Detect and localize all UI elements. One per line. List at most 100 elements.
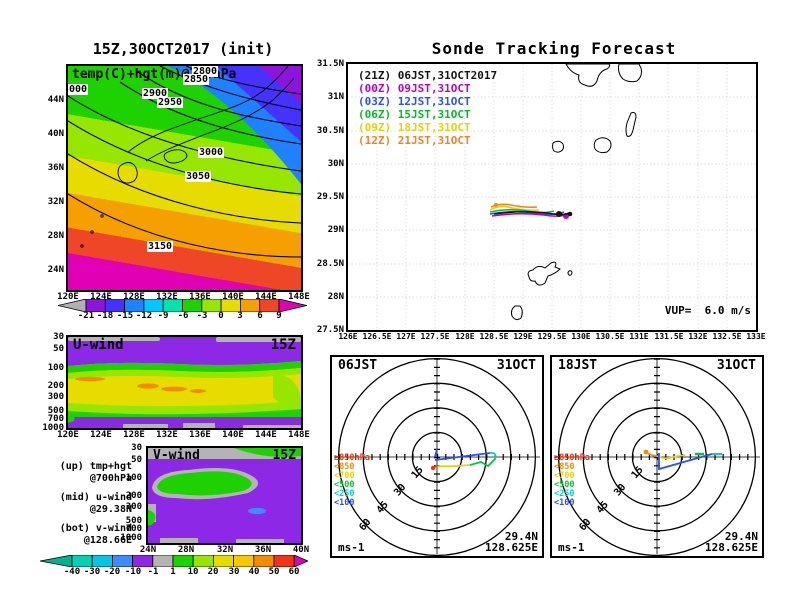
contour-label: 2800 bbox=[192, 66, 219, 77]
x-tick-label: 124E bbox=[90, 430, 112, 440]
x-tick-label: 32N bbox=[216, 545, 234, 555]
x-tick-label: 148E bbox=[288, 430, 310, 440]
cbar-label: 9 bbox=[276, 311, 282, 321]
sonde-title: Sonde Tracking Forecast bbox=[431, 39, 677, 58]
uwind-label: U-wind bbox=[73, 337, 124, 353]
contour-label: 3000 bbox=[198, 147, 225, 158]
x-tick-label: 130.5E bbox=[595, 332, 625, 341]
hodo-unit: ms-1 bbox=[338, 541, 365, 554]
contour-label: 3050 bbox=[185, 171, 212, 182]
x-tick-label: 124E bbox=[90, 292, 112, 302]
wind-colorbar bbox=[40, 555, 308, 567]
island-kyushu-coast bbox=[565, 64, 611, 87]
note-bot-field: (bot) v-wind bbox=[59, 523, 132, 534]
cbar-label: -15 bbox=[116, 311, 134, 321]
hodo-date: 31OCT bbox=[716, 358, 756, 373]
temp-map-title: 15Z,30OCT2017 (init) bbox=[92, 40, 274, 58]
hodo-time: 06JST bbox=[338, 358, 378, 373]
cbar-label: 6 bbox=[257, 311, 263, 321]
y-tick-label: 700 bbox=[47, 414, 64, 424]
cbar-label: -9 bbox=[157, 311, 169, 321]
cbar-label: -21 bbox=[77, 311, 95, 321]
islands bbox=[510, 64, 642, 321]
y-tick-label: 100 bbox=[125, 473, 142, 483]
y-tick-label: 31.5N bbox=[316, 59, 344, 69]
cbar-label: -30 bbox=[83, 567, 101, 577]
cbar-label: 30 bbox=[228, 567, 240, 577]
x-tick-label: 128.5E bbox=[479, 332, 509, 341]
y-tick-label: 32N bbox=[47, 197, 64, 207]
pressure-bin-label: <250 bbox=[554, 489, 575, 499]
y-tick-label: 50 bbox=[53, 344, 64, 354]
pressure-bin-label: <100 bbox=[334, 498, 355, 508]
x-tick-label: 148E bbox=[288, 292, 310, 302]
island-kyushu-coast bbox=[618, 64, 642, 83]
y-tick-label: 700 bbox=[125, 524, 142, 534]
hodo-lon: 128.625E bbox=[705, 541, 758, 554]
cbar-label: -6 bbox=[177, 311, 189, 321]
uwind-time: 15Z bbox=[270, 337, 296, 353]
note-up-level: @700hPa bbox=[89, 473, 132, 484]
pressure-bin-label: <850 bbox=[334, 462, 355, 472]
hodo-lon: 128.625E bbox=[485, 541, 538, 554]
x-tick-label: 40N bbox=[292, 545, 310, 555]
x-tick-label: 126.5E bbox=[362, 332, 392, 341]
vwind-time: 15Z bbox=[272, 448, 296, 463]
sonde-tracking-map: (21Z) 06JST,31OCT2017 (00Z) 09JST,31OCT … bbox=[346, 62, 758, 332]
x-tick-label: 28N bbox=[177, 545, 195, 555]
hodograph-trace bbox=[643, 449, 722, 471]
cbar-label: 0 bbox=[218, 311, 224, 321]
note-bot-lon: @128.66E bbox=[83, 535, 132, 546]
y-tick-label: 200 bbox=[47, 381, 64, 391]
jet-max-blobs bbox=[75, 376, 206, 393]
cbar-label: -10 bbox=[124, 567, 142, 577]
x-tick-label: 140E bbox=[222, 292, 244, 302]
pressure-bin-label: <500 bbox=[334, 480, 355, 490]
contour-label-edge: 000 bbox=[68, 84, 89, 95]
x-tick-label: 144E bbox=[255, 292, 277, 302]
x-tick-label: 128E bbox=[123, 292, 145, 302]
sonde-info: VUP= 6.0 m/s VDW= -4.0 m/s Burst Alt= 18… bbox=[551, 283, 751, 330]
cbar-label: 60 bbox=[288, 567, 300, 577]
cbar-label: 50 bbox=[268, 567, 280, 577]
y-tick-label: 30 bbox=[53, 332, 64, 342]
y-tick-label: 28N bbox=[47, 231, 64, 241]
coastlines bbox=[80, 66, 295, 248]
hodograph-18jst: 15 30 45 60 18JST 31OCT ms-1 29.4N 128.6… bbox=[550, 355, 764, 558]
y-tick-label: 30N bbox=[327, 159, 344, 169]
vwind-label: V-wind bbox=[153, 448, 200, 463]
y-tick-label: 27.5N bbox=[316, 325, 344, 335]
trajectory-09z bbox=[489, 205, 540, 211]
cbar-label: 10 bbox=[187, 567, 199, 577]
hodograph-plot: 15 30 45 60 bbox=[554, 357, 760, 556]
y-tick-label: 500 bbox=[47, 406, 64, 416]
x-tick-label: 127E bbox=[396, 332, 416, 341]
x-tick-label: 132E bbox=[156, 430, 178, 440]
hodo-date: 31OCT bbox=[496, 358, 536, 373]
cbar-label: 1 bbox=[170, 567, 176, 577]
x-tick-label: 133E bbox=[746, 332, 766, 341]
note-mid-lat: @29.38N bbox=[89, 504, 132, 515]
x-tick-label: 131.5E bbox=[654, 332, 684, 341]
cbar-label: -1 bbox=[147, 567, 159, 577]
temp-map-plot bbox=[68, 66, 301, 290]
speed-rings bbox=[557, 357, 757, 556]
legend-entry: (00Z) 09JST,31OCT bbox=[358, 82, 471, 95]
x-tick-label: 136E bbox=[189, 430, 211, 440]
y-tick-label: 300 bbox=[47, 392, 64, 402]
pressure-bin-label: <700 bbox=[334, 471, 355, 481]
x-tick-label: 24N bbox=[139, 545, 157, 555]
x-tick-label: 120E bbox=[57, 430, 79, 440]
x-tick-label: 36N bbox=[254, 545, 272, 555]
hodograph-trace bbox=[430, 448, 497, 471]
x-tick-label: 129E bbox=[513, 332, 533, 341]
x-tick-label: 132.5E bbox=[712, 332, 742, 341]
note-up-field: (up) tmp+hgt bbox=[59, 461, 132, 472]
island-tanegashima bbox=[625, 112, 637, 137]
uwind-plot bbox=[68, 337, 301, 428]
legend-entry: (06Z) 15JST,31OCT bbox=[358, 108, 471, 121]
pressure-bin-label: <250 bbox=[334, 489, 355, 499]
svg-text:15: 15 bbox=[410, 465, 426, 481]
hodo-time: 18JST bbox=[558, 358, 598, 373]
x-tick-label: 129.5E bbox=[537, 332, 567, 341]
